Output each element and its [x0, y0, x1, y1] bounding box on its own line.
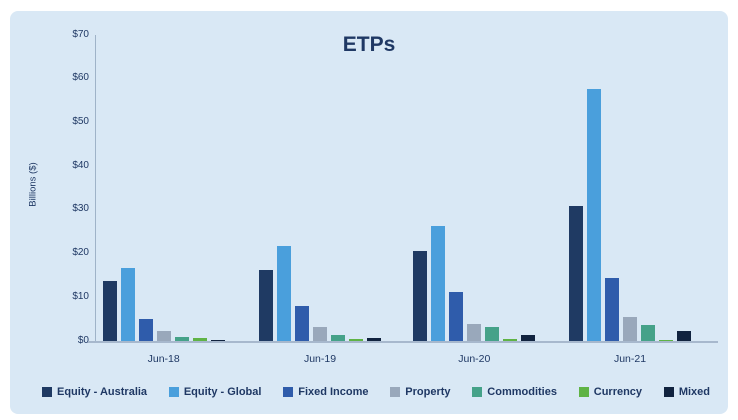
bar-fixed-income-jun-19	[295, 306, 309, 341]
legend-label: Equity - Global	[183, 386, 262, 398]
bar-group-jun-20	[413, 35, 536, 341]
bar-equity-australia-jun-18	[102, 281, 117, 341]
legend-item-mixed: Mixed	[663, 386, 710, 398]
y-tick-label: $10	[72, 290, 89, 302]
bar-group-jun-19	[259, 35, 381, 341]
legend-swatch-icon	[283, 387, 294, 397]
x-axis-label-jun-20: Jun-20	[458, 353, 491, 365]
legend-label: Currency	[593, 386, 643, 398]
legend-label: Fixed Income	[298, 386, 369, 398]
bar-mixed-jun-20	[521, 335, 536, 341]
legend-swatch-icon	[168, 387, 179, 397]
bar-mixed-jun-21	[677, 330, 691, 341]
bar-commodities-jun-18	[174, 336, 189, 341]
x-axis-label-jun-18: Jun-18	[147, 353, 180, 365]
bar-currency-jun-20	[503, 338, 518, 341]
bar-equity-australia-jun-19	[259, 270, 273, 341]
legend-swatch-icon	[578, 387, 589, 397]
legend-label: Property	[405, 386, 451, 398]
legend-label: Equity - Australia	[57, 386, 148, 398]
x-axis-line	[88, 341, 718, 343]
bar-property-jun-20	[467, 324, 482, 341]
bar-commodities-jun-20	[485, 327, 500, 341]
bar-equity-australia-jun-20	[413, 250, 428, 341]
legend-swatch-icon	[390, 387, 401, 397]
bar-equity-global-jun-21	[587, 88, 601, 341]
legend-label: Commodities	[487, 386, 557, 398]
bar-group-jun-18	[102, 35, 225, 341]
bar-equity-global-jun-20	[431, 226, 446, 341]
bar-property-jun-19	[313, 327, 327, 341]
bar-mixed-jun-18	[210, 340, 225, 341]
bar-commodities-jun-21	[641, 324, 655, 341]
y-axis-line	[95, 35, 96, 341]
legend-item-fixed-income: Fixed Income	[283, 386, 369, 398]
bar-currency-jun-19	[349, 339, 363, 341]
bar-mixed-jun-19	[367, 337, 381, 341]
chart-panel: ETPs Billions ($) $0 $10 $20 $30 $40 $50 $60 $7…	[10, 11, 728, 414]
y-tick-label: $0	[77, 334, 89, 346]
y-tick-label: $30	[72, 203, 89, 215]
legend-swatch-icon	[663, 387, 674, 397]
legend-item-commodities: Commodities	[472, 386, 557, 398]
bar-commodities-jun-19	[331, 335, 345, 341]
bar-equity-australia-jun-21	[569, 206, 583, 341]
y-tick-label: $20	[72, 247, 89, 259]
bar-fixed-income-jun-20	[449, 291, 464, 341]
bar-equity-global-jun-19	[277, 246, 291, 341]
legend: Equity - Australia Equity - Global Fixed I…	[42, 383, 710, 401]
legend-item-equity-global: Equity - Global	[168, 386, 262, 398]
y-tick-label: $50	[72, 115, 89, 127]
legend-item-equity-australia: Equity - Australia	[42, 386, 147, 398]
legend-swatch-icon	[472, 387, 483, 397]
y-tick-label: $70	[72, 28, 89, 40]
y-axis-label: Billions ($)	[27, 162, 39, 207]
bar-group-jun-21	[569, 35, 691, 341]
bar-equity-global-jun-18	[120, 268, 135, 341]
legend-item-currency: Currency	[578, 386, 643, 398]
legend-swatch-icon	[42, 387, 52, 397]
bar-fixed-income-jun-18	[138, 319, 153, 341]
chart-title: ETPs	[342, 33, 396, 56]
bar-currency-jun-21	[659, 340, 673, 341]
bar-fixed-income-jun-21	[605, 277, 619, 341]
bar-currency-jun-18	[192, 337, 207, 341]
y-tick-label: $60	[72, 72, 89, 84]
bar-property-jun-18	[156, 330, 171, 341]
x-axis-label-jun-19: Jun-19	[303, 353, 337, 365]
plot-area	[95, 35, 715, 341]
bar-property-jun-21	[623, 316, 637, 341]
legend-item-property: Property	[390, 386, 451, 398]
y-tick-label: $40	[72, 159, 89, 171]
legend-label: Mixed	[678, 386, 710, 398]
x-axis-label-jun-21: Jun-21	[613, 353, 647, 365]
